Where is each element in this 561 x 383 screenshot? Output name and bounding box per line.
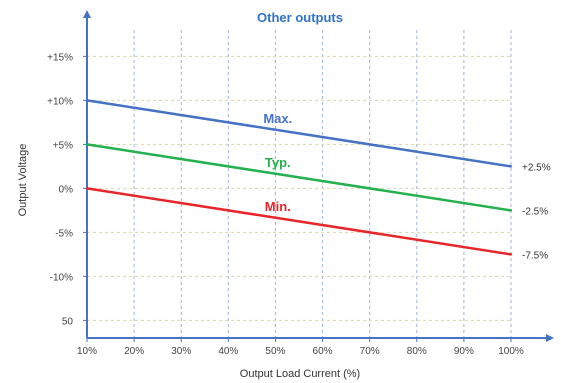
x-tick-label: 30% [171, 346, 191, 357]
y-tick-label: +10% [47, 96, 73, 107]
x-axis-ticks: 10% 20% 30% 40% 50% 60% 70% 80% 90% 100% [77, 338, 524, 357]
y-tick-label: +15% [47, 52, 73, 63]
x-tick-label: 70% [360, 346, 380, 357]
series-line-min [86, 187, 512, 256]
x-tick-label: 40% [218, 346, 238, 357]
x-tick-label: 90% [454, 346, 474, 357]
data-point [509, 209, 513, 212]
series-end-label: -2.5% [522, 206, 548, 217]
series-name-label: Max. [263, 111, 292, 126]
series-name-label: Min. [265, 199, 291, 214]
y-tick-label: 50 [62, 316, 74, 327]
data-point [509, 253, 513, 256]
axes [83, 10, 554, 342]
series-end-label: -7.5% [522, 250, 548, 261]
y-tick-label: 0% [59, 184, 74, 195]
data-point [85, 187, 89, 190]
y-axis-arrow [83, 10, 91, 18]
x-axis-arrow [546, 334, 554, 342]
series-line-typ [86, 143, 512, 212]
x-tick-label: 100% [498, 346, 524, 357]
series-end-label: +2.5% [522, 162, 551, 173]
data-point [509, 165, 513, 168]
y-tick-label: -5% [55, 228, 73, 239]
chart-title: Other outputs [257, 10, 343, 25]
x-tick-label: 60% [313, 346, 333, 357]
data-point [85, 99, 89, 102]
series-name-label: Typ. [265, 155, 291, 170]
y-axis-label: Output Voltage [17, 144, 29, 217]
x-axis-label: Output Load Current (%) [240, 368, 360, 380]
y-tick-label: +5% [53, 140, 73, 151]
x-tick-label: 10% [77, 346, 97, 357]
series-lines: Max. +2.5% Typ. -2.5% Min. -7.5% [85, 99, 551, 261]
x-tick-label: 20% [124, 346, 144, 357]
x-tick-label: 50% [265, 346, 285, 357]
x-tick-label: 80% [407, 346, 427, 357]
data-point [85, 143, 89, 146]
y-tick-label: -10% [50, 272, 73, 283]
y-axis-ticks: +15% +10% +5% 0% -5% -10% 50 [47, 52, 87, 327]
series-line-max [86, 99, 512, 168]
grid-lines [87, 30, 512, 338]
